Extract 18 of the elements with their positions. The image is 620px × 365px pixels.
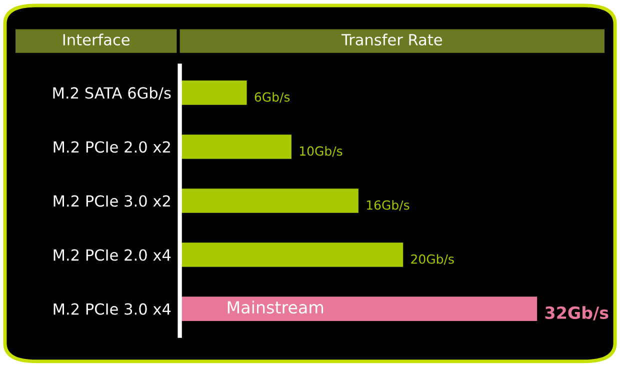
annotation: Mainstream — [228, 300, 324, 314]
y-tick-label: M.2 PCIe 2.0 x2 — [54, 141, 170, 153]
x-axis-title: Transfer Rate — [341, 34, 442, 46]
bar — [180, 296, 538, 321]
data-label: 10Gb/s — [300, 146, 342, 157]
y-tick-label: M.2 SATA 6Gb/s — [53, 86, 171, 100]
data-label: 20Gb/s — [411, 254, 454, 265]
bar — [180, 242, 404, 267]
y-tick-label: M.2 PCIe 3.0 x4 — [54, 303, 171, 315]
data-label: 32Gb/s — [545, 306, 608, 320]
bar — [180, 134, 292, 159]
data-label: 16Gb/s — [366, 200, 410, 211]
bar — [180, 188, 358, 213]
data-label: 6Gb/s — [254, 92, 290, 103]
y-tick-label: M.2 PCIe 3.0 x2 — [54, 195, 170, 207]
y-axis-title: Interface — [63, 34, 130, 46]
y-tick-label: M.2 PCIe 2.0 x4 — [54, 249, 171, 261]
bar — [180, 80, 247, 105]
